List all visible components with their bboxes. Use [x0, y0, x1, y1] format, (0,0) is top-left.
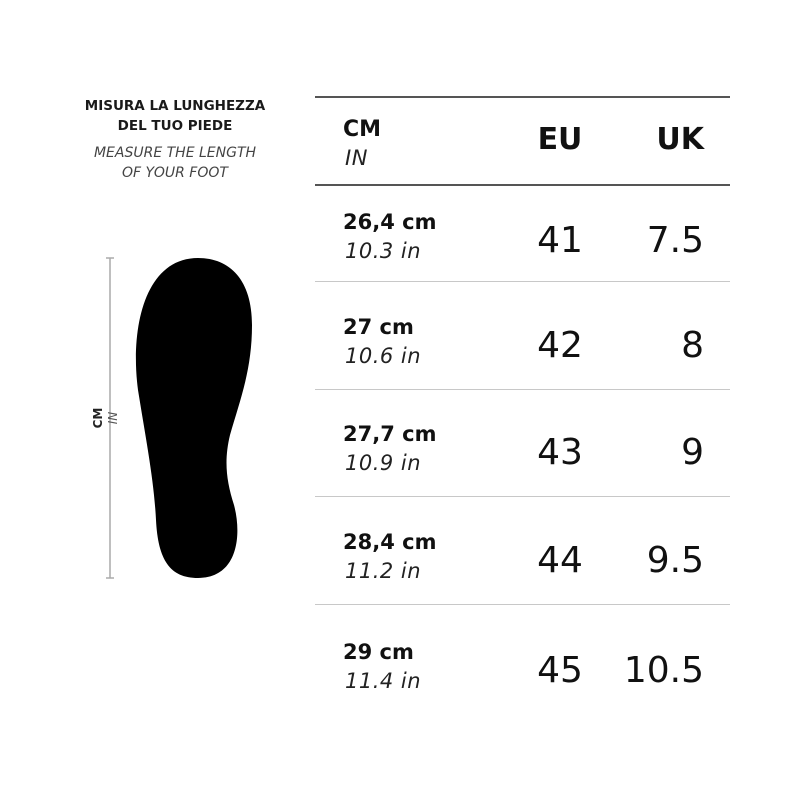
size-in: 10.3 in	[345, 239, 422, 263]
header-cm: CM	[343, 117, 382, 142]
size-uk: 7.5	[646, 220, 704, 261]
row-divider	[315, 389, 730, 390]
size-uk: 10.5	[623, 650, 704, 691]
foot-diagram: CM IN	[91, 257, 252, 579]
size-cm: 27 cm	[343, 315, 414, 339]
foot-sole-icon	[135, 258, 252, 578]
size-eu: 42	[537, 325, 583, 366]
title-italian-line1: MISURA LA LUNGHEZZA	[84, 98, 266, 114]
row-divider	[315, 604, 730, 605]
title-english-line1: MEASURE THE LENGTH	[93, 145, 257, 161]
title-italian-line2: DEL TUO PIEDE	[117, 118, 233, 134]
size-uk: 9	[681, 432, 704, 473]
header-in: IN	[345, 146, 368, 170]
title-english-line2: OF YOUR FOOT	[122, 165, 228, 181]
size-eu: 41	[537, 220, 583, 261]
size-uk: 9.5	[646, 540, 704, 581]
size-in: 10.6 in	[345, 344, 422, 368]
size-in: 11.2 in	[345, 559, 422, 583]
row-divider	[315, 496, 730, 497]
size-eu: 45	[537, 650, 583, 691]
size-cm: 29 cm	[343, 640, 414, 664]
header-divider	[315, 184, 730, 186]
header-eu: EU	[537, 122, 583, 157]
size-cm: 26,4 cm	[343, 210, 437, 234]
size-in: 11.4 in	[345, 669, 422, 693]
axis-label-cm: CM	[91, 408, 105, 429]
size-cm: 28,4 cm	[343, 530, 437, 554]
size-uk: 8	[681, 325, 704, 366]
size-eu: 44	[537, 540, 583, 581]
header-uk: UK	[656, 122, 704, 157]
table-top-border	[315, 96, 730, 98]
row-divider	[315, 281, 730, 282]
size-cm: 27,7 cm	[343, 422, 437, 446]
size-eu: 43	[537, 432, 583, 473]
axis-label-in: IN	[106, 412, 120, 425]
size-in: 10.9 in	[345, 451, 422, 475]
